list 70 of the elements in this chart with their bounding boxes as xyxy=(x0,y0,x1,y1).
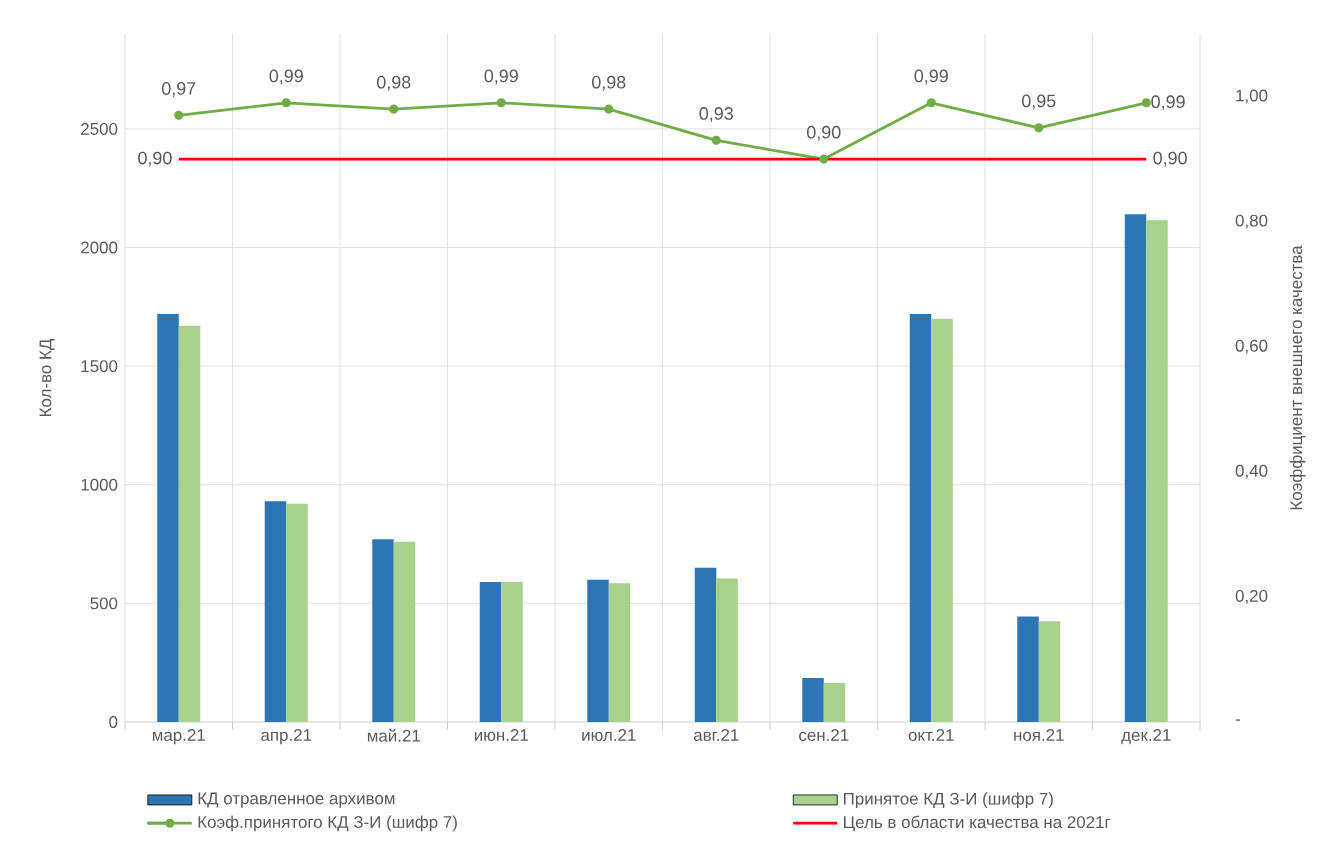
bar xyxy=(1017,616,1039,722)
point xyxy=(926,98,936,108)
y-tick-label: 1500 xyxy=(81,360,118,373)
bar xyxy=(1124,214,1147,722)
bar xyxy=(802,678,824,722)
x-tick-label: апр.21 xyxy=(261,729,312,745)
legend-label: Коэф.принятого КД З-И (шифр 7) xyxy=(198,815,457,832)
x-tick-label: ноя.21 xyxy=(1014,729,1064,742)
y2-tick-label: - xyxy=(1235,719,1240,721)
y2-tick-label: 0,20 xyxy=(1235,589,1268,604)
bar xyxy=(393,541,416,722)
point xyxy=(281,98,291,108)
bar xyxy=(372,539,394,722)
point xyxy=(711,135,721,145)
point xyxy=(496,98,506,108)
point xyxy=(389,104,399,114)
bar xyxy=(587,579,609,722)
data-label: 0,93 xyxy=(699,107,733,122)
y2-tick-label: 1,00 xyxy=(1236,89,1268,104)
y2-axis-title: Коэффициент внешнего качества xyxy=(1289,245,1306,510)
y2-tick-label: 0,40 xyxy=(1235,464,1268,479)
y-tick-label: 0 xyxy=(109,716,118,728)
y-tick-label: 1000 xyxy=(81,478,118,491)
bar xyxy=(716,578,738,722)
data-label: 0,99 xyxy=(269,69,303,85)
bar xyxy=(909,313,932,722)
bar xyxy=(608,583,631,722)
point xyxy=(1141,98,1151,108)
bar xyxy=(694,567,717,722)
y-tick-label: 2000 xyxy=(81,241,118,254)
data-label: 0,97 xyxy=(161,82,196,97)
x-tick-label: мар.21 xyxy=(152,729,205,745)
data-label: 0,99 xyxy=(484,69,518,85)
data-label: 0,99 xyxy=(914,69,948,85)
x-tick-label: сен.21 xyxy=(799,729,849,742)
bar xyxy=(931,318,953,722)
data-label: 0,90 xyxy=(807,125,841,141)
x-tick-label: дек.21 xyxy=(1121,729,1171,745)
data-label: 0,95 xyxy=(1022,94,1056,110)
bar xyxy=(157,313,179,722)
point xyxy=(174,110,184,120)
x-tick-label: июл.21 xyxy=(582,729,636,742)
x-tick-label: май.21 xyxy=(367,729,420,742)
data-label: 0,90 xyxy=(1153,151,1187,167)
data-label: 0,99 xyxy=(1151,95,1185,111)
y2-tick-label: 0,60 xyxy=(1235,339,1268,354)
bar xyxy=(1038,621,1061,722)
bar xyxy=(286,503,308,722)
y-tick-label: 500 xyxy=(90,597,118,610)
bar xyxy=(823,682,846,722)
legend-label: Цель в области качества на 2021г xyxy=(844,815,1111,832)
bar xyxy=(178,325,201,722)
y-tick-label: 2500 xyxy=(81,122,118,135)
x-tick-label: июн.21 xyxy=(474,729,528,742)
bar xyxy=(501,582,523,722)
y-axis-title: Кол-во КД xyxy=(39,338,55,416)
bar xyxy=(264,501,287,722)
legend-label: Принятое КД З-И (шифр 7) xyxy=(843,792,1053,809)
point xyxy=(1034,123,1044,133)
data-label: 0,98 xyxy=(592,75,626,91)
data-label: 0,98 xyxy=(376,75,411,91)
bar xyxy=(479,582,502,722)
x-tick-label: авг.21 xyxy=(693,729,739,742)
data-label: 0,90 xyxy=(138,151,172,167)
y2-tick-label: 0,80 xyxy=(1235,214,1268,229)
point xyxy=(819,154,829,164)
point xyxy=(604,104,614,114)
bar xyxy=(1146,220,1168,722)
legend-label: КД отравленное архивом xyxy=(198,792,395,808)
x-tick-label: окт.21 xyxy=(908,729,954,742)
